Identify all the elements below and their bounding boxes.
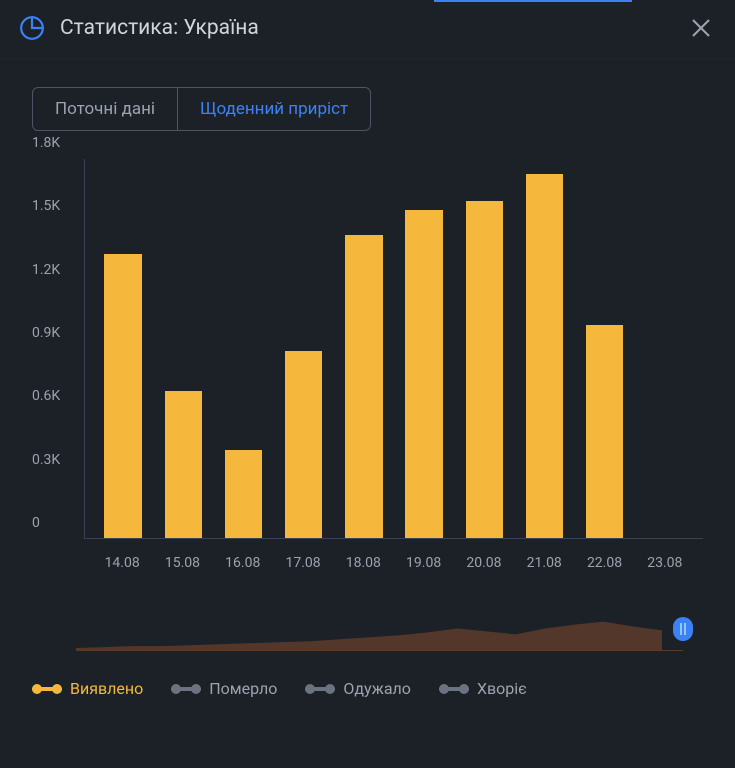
legend-marker-icon bbox=[32, 684, 62, 694]
bar[interactable] bbox=[345, 235, 382, 538]
panel-title: Статистика: Україна bbox=[60, 16, 685, 40]
y-tick-label: 0 bbox=[32, 515, 40, 531]
bar-slot bbox=[93, 159, 153, 538]
y-tick-label: 0.3K bbox=[32, 452, 60, 468]
time-brush[interactable] bbox=[76, 607, 683, 651]
bar-slot bbox=[274, 159, 334, 538]
x-tick-label: 18.08 bbox=[333, 543, 393, 579]
bar[interactable] bbox=[586, 325, 623, 538]
bar-slot bbox=[514, 159, 574, 538]
brush-handle-right[interactable] bbox=[673, 617, 693, 641]
y-tick-label: 1.5K bbox=[32, 198, 60, 214]
bar-chart: 00.3K0.6K0.9K1.2K1.5K1.8K 14.0815.0816.0… bbox=[32, 159, 703, 579]
y-axis: 00.3K0.6K0.9K1.2K1.5K1.8K bbox=[32, 159, 74, 539]
bar[interactable] bbox=[466, 201, 503, 538]
brush-sparkline bbox=[76, 607, 662, 650]
x-tick-label: 14.08 bbox=[92, 543, 152, 579]
bar-slot bbox=[394, 159, 454, 538]
tab-current-data[interactable]: Поточні дані bbox=[33, 88, 178, 130]
legend-item[interactable]: Померло bbox=[171, 679, 277, 698]
bar[interactable] bbox=[285, 351, 322, 538]
tab-group: Поточні дані Щоденний приріст bbox=[32, 87, 371, 131]
header-accent-bar bbox=[434, 0, 632, 2]
x-tick-label: 15.08 bbox=[152, 543, 212, 579]
bars-container bbox=[85, 159, 703, 538]
y-tick-label: 1.2K bbox=[32, 262, 60, 278]
chart-plot bbox=[84, 159, 703, 539]
y-tick-label: 0.6K bbox=[32, 388, 60, 404]
x-tick-label: 19.08 bbox=[393, 543, 453, 579]
legend-item[interactable]: Одужало bbox=[305, 679, 411, 698]
bar-slot bbox=[153, 159, 213, 538]
bar-slot bbox=[334, 159, 394, 538]
x-tick-label: 20.08 bbox=[454, 543, 514, 579]
bar-slot bbox=[454, 159, 514, 538]
x-axis: 14.0815.0816.0817.0818.0819.0820.0821.08… bbox=[84, 543, 703, 579]
x-tick-label: 22.08 bbox=[574, 543, 634, 579]
legend-label: Виявлено bbox=[70, 679, 143, 698]
legend-label: Хворіє bbox=[477, 679, 527, 698]
y-tick-label: 1.8K bbox=[32, 135, 60, 151]
legend-marker-icon bbox=[171, 684, 201, 694]
tab-daily-growth[interactable]: Щоденний приріст bbox=[178, 88, 370, 130]
legend: Виявлено Померло Одужало Хворіє bbox=[32, 679, 703, 698]
legend-item[interactable]: Хворіє bbox=[439, 679, 527, 698]
legend-item[interactable]: Виявлено bbox=[32, 679, 143, 698]
legend-marker-icon bbox=[439, 684, 469, 694]
x-tick-label: 23.08 bbox=[635, 543, 695, 579]
close-icon[interactable] bbox=[685, 12, 717, 44]
x-tick-label: 17.08 bbox=[273, 543, 333, 579]
bar-slot bbox=[575, 159, 635, 538]
legend-label: Одужало bbox=[343, 679, 411, 698]
bar[interactable] bbox=[165, 391, 202, 538]
bar-slot bbox=[213, 159, 273, 538]
bar-slot bbox=[635, 159, 695, 538]
bar[interactable] bbox=[225, 450, 262, 538]
x-tick-label: 21.08 bbox=[514, 543, 574, 579]
stats-panel: Статистика: Україна Поточні дані Щоденни… bbox=[0, 0, 735, 768]
bar[interactable] bbox=[104, 254, 141, 538]
legend-marker-icon bbox=[305, 684, 335, 694]
bar[interactable] bbox=[526, 174, 563, 538]
y-tick-label: 0.9K bbox=[32, 325, 60, 341]
legend-label: Померло bbox=[209, 679, 277, 698]
bar[interactable] bbox=[405, 210, 442, 538]
panel-header: Статистика: Україна bbox=[0, 0, 735, 59]
pie-chart-icon bbox=[18, 14, 46, 42]
x-tick-label: 16.08 bbox=[213, 543, 273, 579]
